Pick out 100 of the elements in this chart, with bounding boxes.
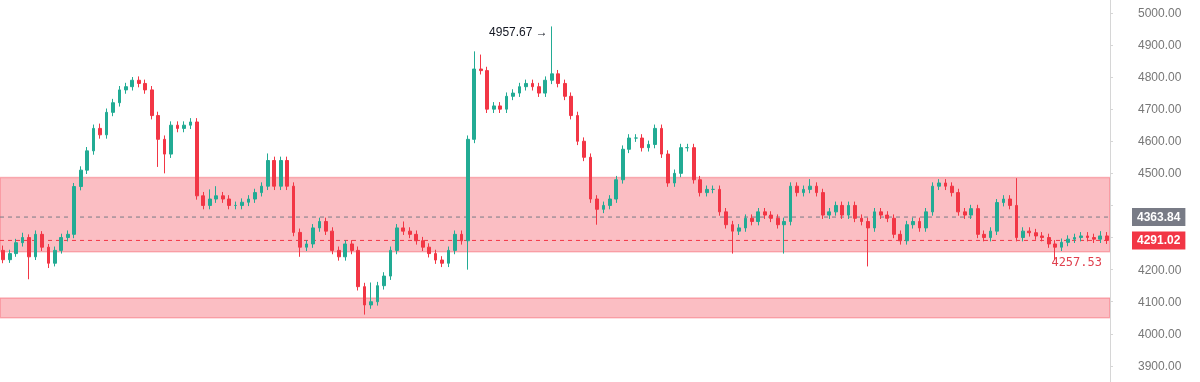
y-tick-label: 4000.00 [1138, 326, 1182, 341]
candlestick [47, 243, 50, 269]
candlestick [279, 156, 283, 191]
candlestick [931, 181, 934, 217]
candlestick [524, 79, 528, 92]
candlestick [143, 79, 147, 95]
candlestick [937, 178, 941, 191]
candlestick [260, 181, 263, 197]
candlestick [614, 175, 618, 204]
candlestick [879, 207, 883, 220]
candlestick [92, 124, 95, 156]
candlestick [582, 136, 586, 162]
candlestick [356, 246, 360, 292]
candlestick [311, 223, 315, 249]
candlestick [1008, 194, 1012, 210]
candlestick [589, 152, 592, 204]
candlestick [1079, 231, 1083, 242]
candlestick [318, 217, 321, 233]
candlestick [956, 188, 960, 217]
candlestick [705, 185, 709, 197]
candlestick [1021, 226, 1025, 242]
candlestick [821, 188, 825, 220]
candlestick [124, 82, 128, 95]
candlestick [8, 249, 12, 264]
candlestick [692, 143, 696, 185]
candlestick [543, 75, 547, 98]
candlestick [763, 207, 767, 220]
candlestick [221, 191, 225, 204]
candlestick [569, 91, 573, 120]
candlestick [376, 281, 379, 307]
candlestick [214, 185, 218, 204]
candlestick [563, 79, 567, 101]
candlestick [969, 204, 973, 220]
candlestick [853, 201, 857, 223]
candlestick [227, 194, 231, 210]
candlestick [905, 220, 909, 246]
candlestick [266, 152, 270, 191]
candlestick [911, 217, 915, 230]
candlestick [1066, 234, 1070, 247]
candlestick [85, 146, 89, 175]
candlestick [950, 181, 954, 197]
candlestick [272, 156, 276, 191]
candlestick [963, 207, 967, 220]
candlestick [556, 69, 560, 88]
candlestick [105, 108, 108, 140]
candlestick [427, 242, 431, 258]
candlestick [944, 178, 947, 191]
candlestick [511, 88, 515, 101]
candlestick [466, 134, 470, 271]
candlestick [472, 50, 476, 144]
candlestick [434, 249, 437, 265]
candlestick [505, 91, 508, 114]
candlestick [782, 217, 786, 255]
candlestick [369, 281, 373, 310]
candlestick [924, 207, 928, 233]
candlestick [208, 188, 212, 210]
candlestick [789, 181, 792, 226]
candlestick [744, 213, 747, 233]
candlestick [169, 120, 173, 159]
candlestick [130, 76, 134, 92]
candlestick [1027, 226, 1031, 238]
candlestick [718, 185, 721, 217]
candlestick [382, 271, 386, 291]
candlestick [21, 232, 24, 248]
candlestick [537, 82, 541, 98]
y-tick-label: 4500.00 [1138, 166, 1182, 181]
candlestick [176, 120, 179, 133]
candlestick [815, 181, 818, 197]
candlestick [769, 210, 773, 223]
candlestick [118, 85, 121, 108]
candlestick [827, 207, 831, 220]
candlestick [698, 175, 702, 197]
y-tick-label: 4900.00 [1138, 37, 1182, 52]
candlestick [918, 217, 921, 233]
candlestick [756, 207, 760, 226]
candlestick [479, 54, 483, 75]
y-tick-label: 3900.00 [1138, 358, 1182, 373]
candlestick [608, 194, 612, 210]
candlestick [292, 181, 295, 237]
candlestick [14, 238, 18, 258]
candlestick [885, 210, 889, 223]
candlestick [1073, 233, 1076, 244]
candlestick [892, 213, 896, 239]
candlestick [724, 207, 728, 230]
annotation: 4257.53 [1051, 254, 1102, 269]
candlestick [447, 246, 450, 268]
candlestick [802, 185, 805, 197]
candlestick [750, 213, 754, 226]
candlestick [576, 111, 579, 146]
candlestick [401, 221, 405, 236]
candlestick [305, 239, 308, 252]
candlestick [253, 188, 257, 204]
candlestick [247, 194, 250, 207]
candlestick [666, 149, 670, 188]
candlestick [324, 217, 328, 236]
candlestick [550, 25, 554, 85]
candlestick [518, 82, 521, 98]
candlestick [408, 226, 412, 239]
candlestick [673, 168, 676, 188]
candlestick [240, 197, 244, 210]
